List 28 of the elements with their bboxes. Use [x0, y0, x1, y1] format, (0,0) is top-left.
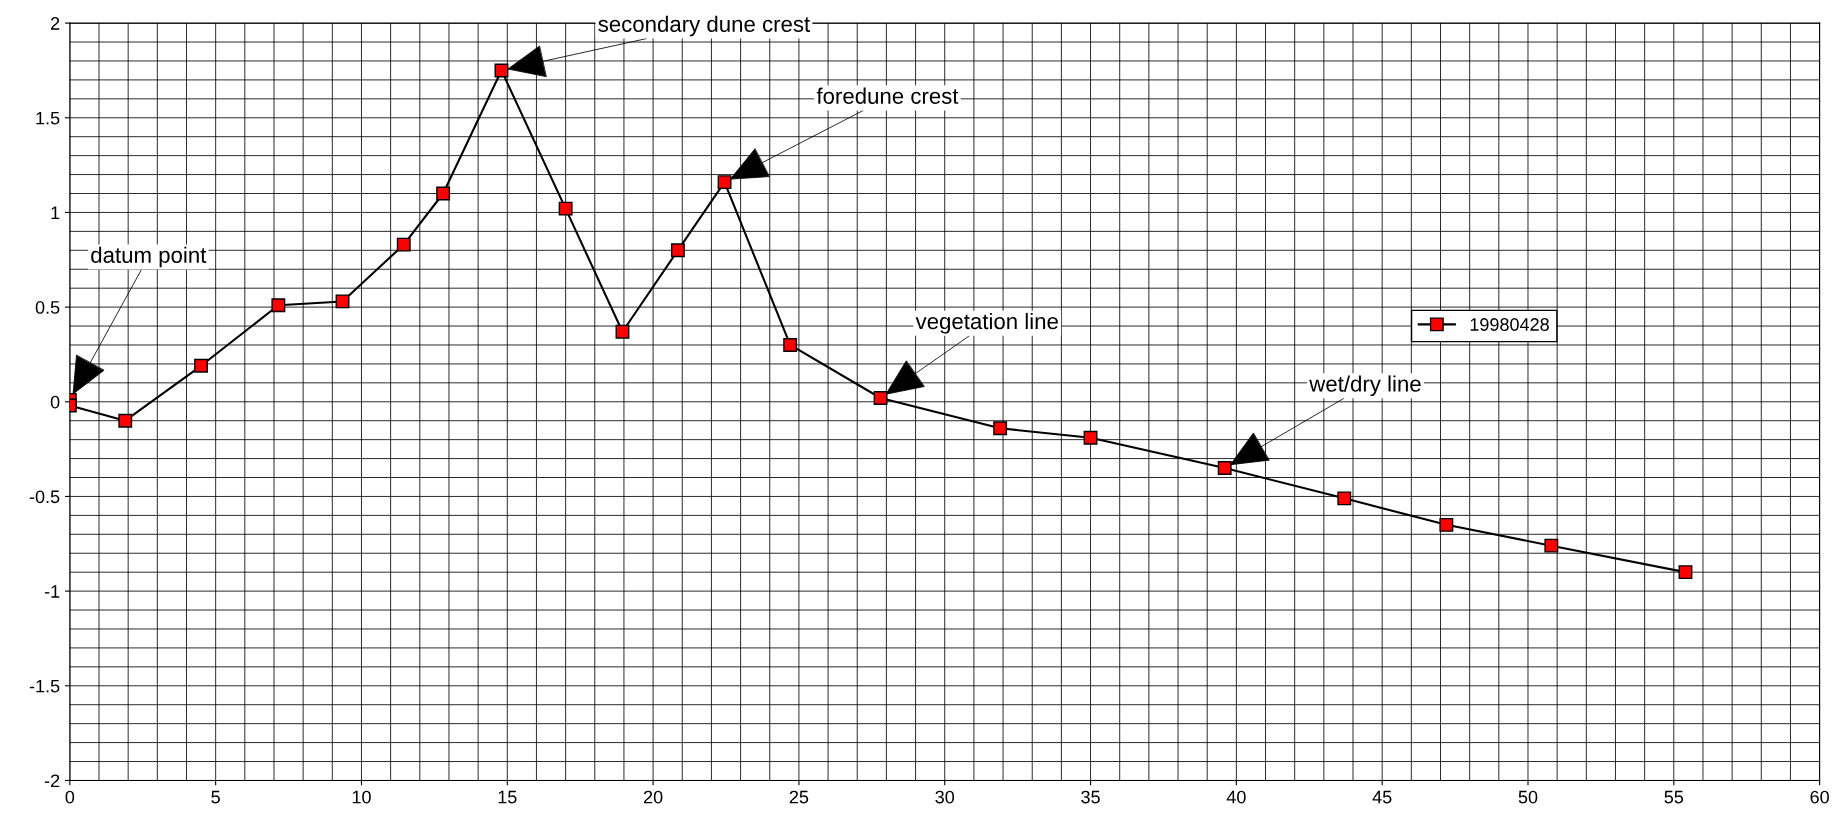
annotation: foredune crest	[816, 87, 959, 104]
x-tick-label: 45	[1372, 790, 1392, 804]
y-tick-label: -2	[44, 774, 60, 787]
annotation: vegetation line	[915, 312, 1058, 334]
annotation: wet/dry line	[1309, 375, 1421, 397]
x-tick-label: 20	[643, 790, 663, 804]
y-tick-label: -0.5	[29, 490, 60, 504]
x-tick-label: 40	[1226, 790, 1246, 804]
y-tick-label: 2	[50, 17, 60, 30]
y-tick-label: 1	[51, 206, 60, 219]
x-tick-label: 35	[1081, 790, 1100, 804]
y-tick-label: 1.5	[36, 111, 60, 125]
x-tick-label: 25	[789, 790, 809, 804]
x-tick-label: 30	[935, 790, 955, 804]
x-tick-label: 50	[1518, 790, 1538, 804]
x-tick-label: 0	[65, 790, 75, 804]
x-tick-label: 5	[211, 790, 220, 804]
x-tick-label: 15	[498, 790, 517, 804]
legend-label: 19980428	[1470, 318, 1549, 331]
y-tick-label: -1	[44, 585, 60, 598]
y-tick-label: 0	[50, 395, 60, 409]
annotation: secondary dune crest	[598, 15, 810, 37]
x-tick-label: 10	[352, 790, 371, 804]
x-tick-label: 60	[1810, 790, 1829, 804]
y-tick-label: 0.5	[35, 301, 60, 314]
annotation: datum point	[91, 246, 207, 268]
x-tick-label: 55	[1664, 790, 1684, 804]
y-tick-label: -1.5	[29, 679, 60, 693]
